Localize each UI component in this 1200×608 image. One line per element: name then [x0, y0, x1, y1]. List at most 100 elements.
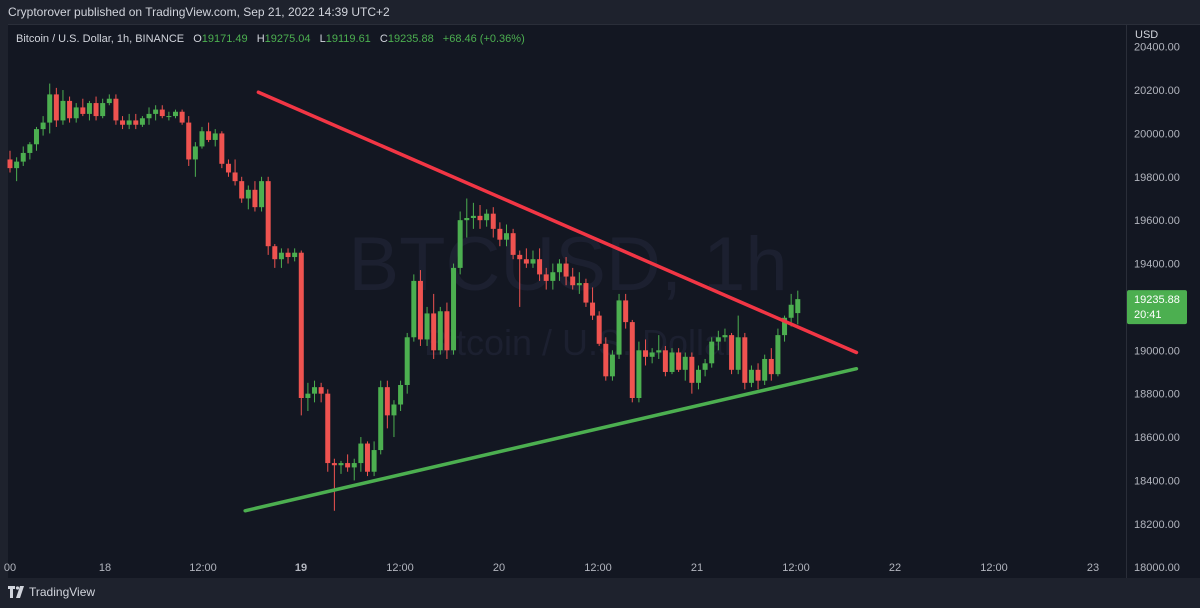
candle-body	[146, 113, 152, 119]
candle-body	[126, 120, 132, 125]
candle-body	[265, 181, 271, 247]
tradingview-logo[interactable]: TradingView	[8, 585, 95, 599]
candle-body	[179, 111, 185, 123]
candle-body	[252, 189, 258, 208]
publisher-bar: Cryptorover published on TradingView.com…	[0, 0, 1200, 24]
candle-body	[20, 152, 26, 162]
candle-body	[245, 189, 251, 199]
symbol-legend[interactable]: Bitcoin / U.S. Dollar, 1h, BINANCE O1917…	[16, 33, 525, 45]
candle-body	[100, 103, 106, 117]
y-tick-label: 18800.00	[1134, 389, 1180, 401]
candle-body	[73, 107, 79, 119]
candle-body	[590, 302, 596, 316]
candle-body	[490, 213, 496, 229]
candle-body	[338, 463, 344, 466]
x-tick-label: 00	[4, 562, 16, 574]
candle-body	[106, 98, 112, 104]
x-tick-label: 12:00	[386, 562, 414, 574]
y-tick-label: 19000.00	[1134, 345, 1180, 357]
candle-body	[768, 358, 774, 375]
y-tick-label: 19600.00	[1134, 215, 1180, 227]
candle-body	[398, 384, 404, 405]
legend-symbol: Bitcoin / U.S. Dollar, 1h, BINANCE	[16, 33, 185, 45]
candle-body	[192, 146, 198, 160]
candle-body	[762, 358, 768, 381]
x-tick-label: 12:00	[584, 562, 612, 574]
candle-body	[676, 352, 682, 370]
x-tick-label: 12:00	[980, 562, 1008, 574]
candle-body	[484, 213, 490, 221]
candle-body	[523, 259, 529, 264]
candle-body	[742, 337, 748, 383]
candle-body	[477, 215, 483, 221]
candle-body	[378, 387, 384, 451]
candle-body	[53, 94, 59, 121]
candle-body	[404, 337, 410, 385]
candle-body	[206, 131, 212, 140]
candle-body	[464, 218, 470, 221]
x-tick-label: 21	[691, 562, 703, 574]
candle-body	[636, 350, 642, 399]
current-price-tag	[1127, 290, 1187, 325]
candle-body	[417, 280, 423, 340]
candle-body	[159, 109, 165, 117]
candle-body	[695, 369, 701, 383]
candle-body	[550, 272, 556, 281]
candle-body	[139, 118, 145, 125]
candle-body	[27, 144, 33, 153]
candle-body	[7, 159, 13, 169]
candle-body	[669, 352, 675, 372]
legend-close-label: C	[379, 33, 388, 45]
candle-body	[775, 335, 781, 375]
candle-body	[219, 133, 225, 164]
tradingview-logo-text: TradingView	[29, 585, 96, 599]
candle-body	[14, 161, 20, 169]
legend-low: 19119.61	[325, 33, 371, 45]
candle-body	[67, 100, 73, 119]
watermark-name: Bitcoin / U.S. Dollar	[424, 322, 736, 363]
legend-low-label: L	[319, 33, 326, 45]
candle-body	[86, 103, 92, 114]
candle-body	[292, 252, 298, 258]
y-tick-label: 20000.00	[1134, 128, 1180, 140]
chart-pane[interactable]	[8, 24, 1126, 579]
candle-body	[93, 103, 99, 117]
candle-body	[709, 341, 715, 364]
candle-body	[795, 299, 801, 314]
support-trendline	[243, 366, 859, 513]
candle-body	[623, 300, 629, 323]
y-tick-label: 19800.00	[1134, 172, 1180, 184]
candle-body	[583, 283, 589, 303]
candle-body	[351, 463, 357, 468]
candle-body	[444, 311, 450, 351]
candle-body	[457, 220, 463, 268]
candle-body	[735, 337, 741, 370]
legend-open-label: O	[193, 33, 202, 45]
legend-high-label: H	[256, 33, 265, 45]
candle-body	[689, 356, 695, 383]
candle-body	[748, 369, 754, 383]
candle-body	[384, 387, 390, 416]
candle-body	[186, 122, 192, 160]
x-tick-label: 12:00	[782, 562, 810, 574]
resistance-trendline	[256, 90, 859, 355]
candle-body	[682, 356, 688, 370]
candle-body	[437, 311, 443, 351]
candle-body	[510, 233, 516, 255]
candle-body	[656, 350, 662, 353]
y-tick-label: 18200.00	[1134, 519, 1180, 531]
footer-bar: TradingView	[0, 578, 1200, 608]
x-tick-label: 23	[1087, 562, 1099, 574]
candle-body	[60, 100, 66, 121]
y-tick-label: 20400.00	[1134, 42, 1180, 54]
candle-body	[199, 131, 205, 147]
candle-body	[603, 343, 609, 377]
price-axis-unit: USD	[1135, 29, 1159, 41]
candle-body	[305, 393, 311, 399]
publisher-text: Cryptorover published on TradingView.com…	[8, 5, 390, 19]
candle-body	[629, 322, 635, 399]
candle-body	[232, 172, 238, 182]
candle-body	[616, 300, 622, 355]
candle-body	[411, 280, 417, 338]
x-tick-label: 12:00	[189, 562, 217, 574]
